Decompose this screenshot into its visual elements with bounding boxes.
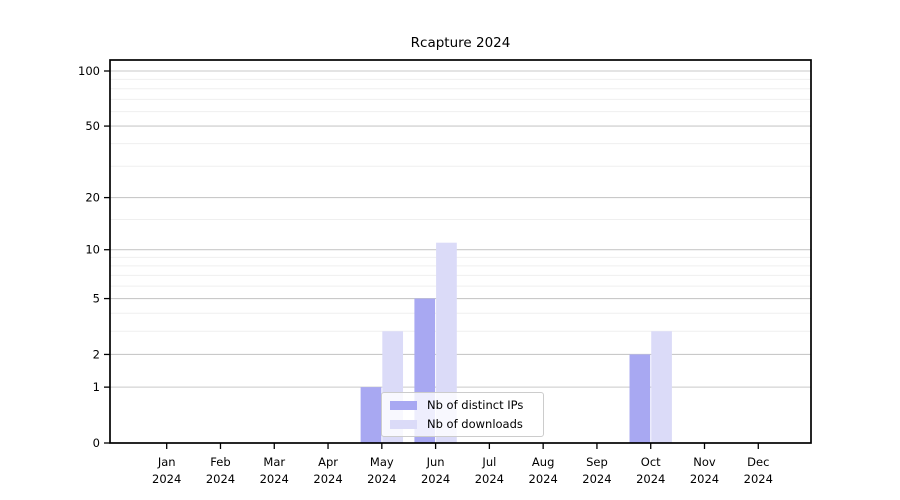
x-tick-year-sep: 2024 <box>582 472 611 486</box>
x-tick-label-jun: Jun <box>426 455 445 469</box>
legend-item-downloads: Nb of downloads <box>390 417 535 431</box>
bar-nb-of-downloads-oct <box>651 331 672 443</box>
x-tick-label-sep: Sep <box>586 455 608 469</box>
chart-title: Rcapture 2024 <box>410 35 511 51</box>
y-tick-label-20: 20 <box>85 191 100 205</box>
x-tick-year-jul: 2024 <box>475 472 504 486</box>
x-tick-year-jun: 2024 <box>421 472 450 486</box>
x-tick-label-jul: Jul <box>481 455 496 469</box>
y-tick-label-1: 1 <box>93 380 100 394</box>
x-tick-label-oct: Oct <box>641 455 661 469</box>
y-tick-label-10: 10 <box>85 243 100 257</box>
y-tick-label-100: 100 <box>78 64 100 78</box>
legend-label-distinct-ips: Nb of distinct IPs <box>427 398 524 412</box>
x-tick-label-nov: Nov <box>693 455 716 469</box>
y-tick-label-5: 5 <box>93 292 100 306</box>
x-tick-year-apr: 2024 <box>313 472 342 486</box>
x-tick-label-jan: Jan <box>157 455 176 469</box>
bar-nb-of-distinct-ips-oct <box>629 354 651 443</box>
x-tick-year-aug: 2024 <box>529 472 558 486</box>
legend-label-downloads: Nb of downloads <box>427 417 523 431</box>
x-tick-label-dec: Dec <box>747 455 769 469</box>
x-tick-year-jan: 2024 <box>152 472 181 486</box>
x-tick-year-dec: 2024 <box>744 472 773 486</box>
x-tick-year-mar: 2024 <box>260 472 289 486</box>
x-tick-label-may: May <box>370 455 394 469</box>
x-tick-label-mar: Mar <box>263 455 285 469</box>
legend-swatch-downloads <box>390 419 417 429</box>
x-tick-year-feb: 2024 <box>206 472 235 486</box>
x-tick-label-apr: Apr <box>318 455 338 469</box>
legend: Nb of distinct IPs Nb of downloads <box>381 392 544 437</box>
legend-item-distinct-ips: Nb of distinct IPs <box>390 398 535 412</box>
y-tick-label-50: 50 <box>85 119 100 133</box>
bar-nb-of-distinct-ips-may <box>360 387 382 443</box>
x-tick-label-aug: Aug <box>532 455 554 469</box>
x-tick-year-oct: 2024 <box>636 472 665 486</box>
x-tick-year-nov: 2024 <box>690 472 719 486</box>
x-tick-label-feb: Feb <box>210 455 230 469</box>
x-tick-year-may: 2024 <box>367 472 396 486</box>
plot-border <box>109 59 812 444</box>
y-tick-label-2: 2 <box>93 347 100 361</box>
legend-swatch-distinct-ips <box>390 400 417 410</box>
y-tick-label-0: 0 <box>93 436 100 450</box>
